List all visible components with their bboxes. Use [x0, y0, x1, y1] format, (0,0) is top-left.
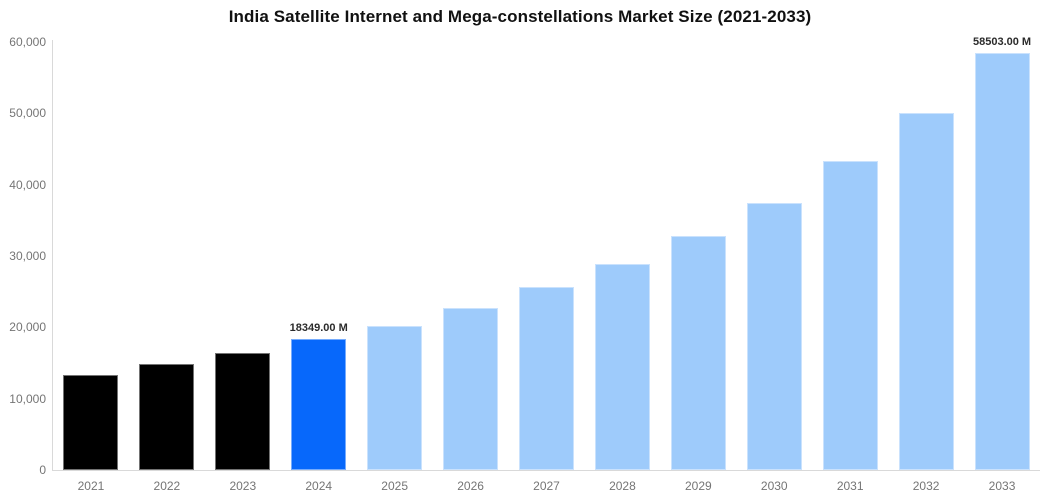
- y-tick-label: 20,000: [9, 320, 46, 335]
- bar-2032[interactable]: [898, 113, 954, 470]
- x-tick-label-2030: 2030: [760, 479, 788, 493]
- x-tick-label-2024: 2024: [305, 479, 333, 493]
- bar-2031[interactable]: [822, 161, 878, 470]
- bar-2028[interactable]: [594, 263, 650, 470]
- bar-2029[interactable]: [670, 235, 726, 470]
- y-axis-line: [52, 40, 53, 470]
- x-tick-label-2025: 2025: [381, 479, 408, 493]
- x-tick-label-2022: 2022: [153, 479, 181, 493]
- x-tick-label-2031: 2031: [836, 479, 864, 493]
- bar-2026[interactable]: [443, 308, 499, 470]
- x-tick-label-2028: 2028: [609, 479, 636, 493]
- x-tick-label-2033: 2033: [988, 479, 1016, 493]
- x-axis-line: [52, 470, 1040, 471]
- chart-title: India Satellite Internet and Mega-conste…: [228, 7, 812, 26]
- bar-value-label-2033: 58503.00 M: [972, 35, 1032, 48]
- y-tick-label: 0: [39, 463, 46, 477]
- y-tick-label: 50,000: [9, 106, 46, 121]
- bar-2030[interactable]: [746, 202, 802, 470]
- y-tick-label: 30,000: [9, 249, 46, 263]
- bar-2027[interactable]: [519, 287, 574, 470]
- bar-2021[interactable]: [63, 375, 119, 470]
- x-tick-label-2026: 2026: [457, 479, 484, 493]
- bar-2024[interactable]: 18349.00 M: [290, 322, 348, 470]
- x-tick-label-2032: 2032: [912, 479, 940, 493]
- x-tick-label-2027: 2027: [533, 479, 560, 493]
- y-tick-label: 40,000: [9, 177, 46, 192]
- bar-2025[interactable]: [367, 325, 423, 470]
- x-tick-label-2021: 2021: [77, 479, 105, 493]
- bar-2023[interactable]: [215, 352, 271, 470]
- bar-2033[interactable]: 58503.00 M: [973, 36, 1031, 470]
- bar-value-label-2024: 18349.00 M: [289, 322, 348, 335]
- y-tick-label: 10,000: [9, 391, 46, 406]
- bar-2022[interactable]: [139, 364, 195, 470]
- x-tick-label-2029: 2029: [684, 479, 712, 493]
- y-tick-label: 60,000: [9, 35, 46, 49]
- x-tick-label-2023: 2023: [229, 479, 257, 493]
